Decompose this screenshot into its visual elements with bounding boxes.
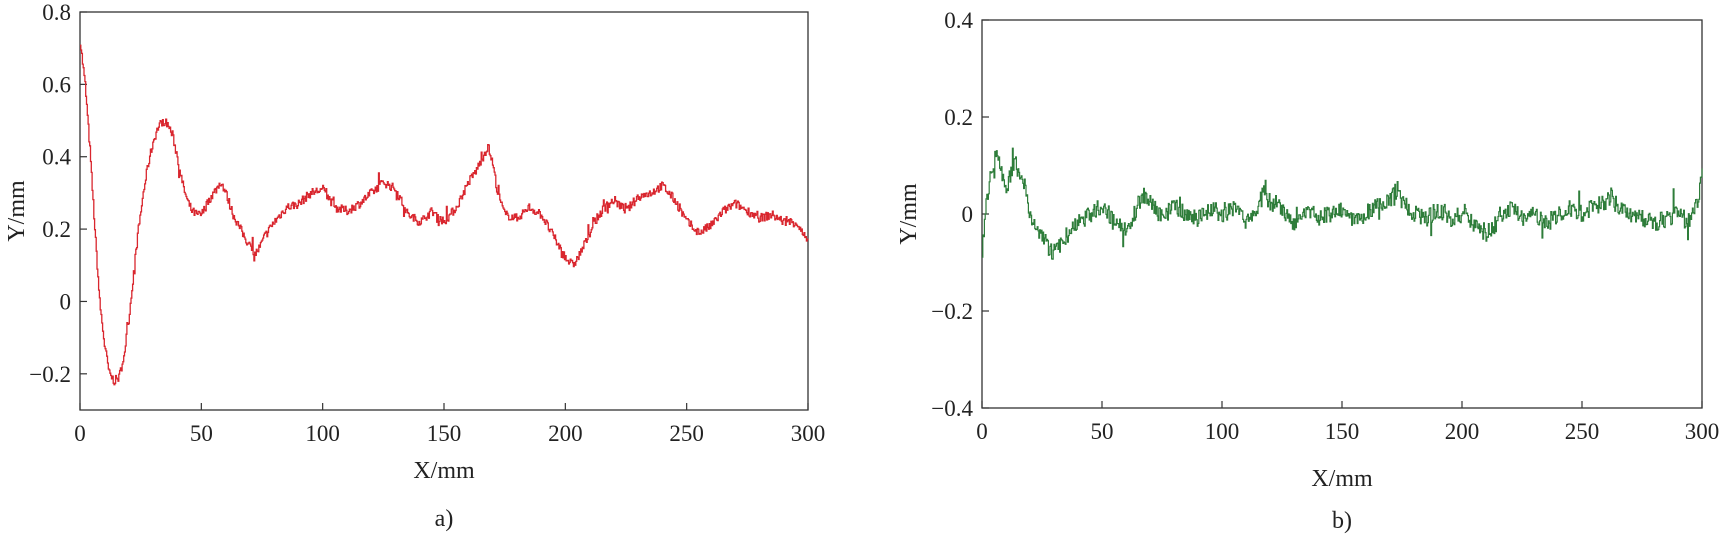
x-tick-label-b-1: 50 [1091,419,1114,444]
y-tick-label-b-4: 0.4 [944,8,973,33]
y-ticks-b: −0.4 −0.2 0 0.2 0.4 [931,8,989,421]
x-tick-label-a-5: 250 [669,421,704,446]
y-tick-label-a-5: 0.8 [42,0,71,25]
y-axis-label-b: Y/mm [896,183,922,245]
x-ticks-a: 0 50 100 150 200 250 300 [74,403,825,446]
caption-a: a) [435,506,454,532]
y-axis-label-a: Y/mm [4,180,30,242]
x-tick-label-b-0: 0 [976,419,988,444]
x-axis-label-b: X/mm [1311,466,1373,492]
y-tick-label-b-3: 0.2 [944,105,973,130]
x-tick-label-b-6: 300 [1685,419,1720,444]
chart-panel-a: 0 50 100 150 200 250 300 −0.2 0 0.2 0.4 0.6 0.8 X/m… [4,0,825,532]
y-tick-label-a-2: 0.2 [42,217,71,242]
plot-frame-a [79,11,809,411]
x-ticks-b: 0 50 100 150 200 250 300 [976,401,1719,444]
x-tick-label-b-2: 100 [1205,419,1240,444]
x-tick-label-a-0: 0 [74,421,86,446]
y-tick-label-b-0: −0.4 [931,396,973,421]
chart-panel-b: 0 50 100 150 200 250 300 −0.4−0.200.20.4 X/mm … [896,8,1719,534]
y-tick-label-a-4: 0.6 [42,72,71,97]
y-tick-label-b-2: 0 [962,202,974,227]
x-tick-label-a-3: 150 [427,421,462,446]
x-tick-label-a-4: 200 [548,421,583,446]
x-tick-label-a-2: 100 [305,421,340,446]
y-tick-label-b-1: −0.2 [931,299,973,324]
y-tick-label-a-0: −0.2 [29,362,71,387]
series-line-b [982,147,1703,260]
series-line-a [80,44,809,386]
y-ticks-a: −0.2 0 0.2 0.4 0.6 0.8 [29,0,87,387]
x-tick-label-a-6: 300 [791,421,826,446]
x-tick-label-a-1: 50 [190,421,213,446]
x-tick-label-b-4: 200 [1445,419,1480,444]
y-tick-label-a-1: 0 [60,289,72,314]
y-tick-label-a-3: 0.4 [42,145,71,170]
x-tick-label-b-3: 150 [1325,419,1360,444]
x-axis-label-a: X/mm [413,458,475,484]
x-tick-label-b-5: 250 [1565,419,1600,444]
caption-b: b) [1332,508,1352,534]
